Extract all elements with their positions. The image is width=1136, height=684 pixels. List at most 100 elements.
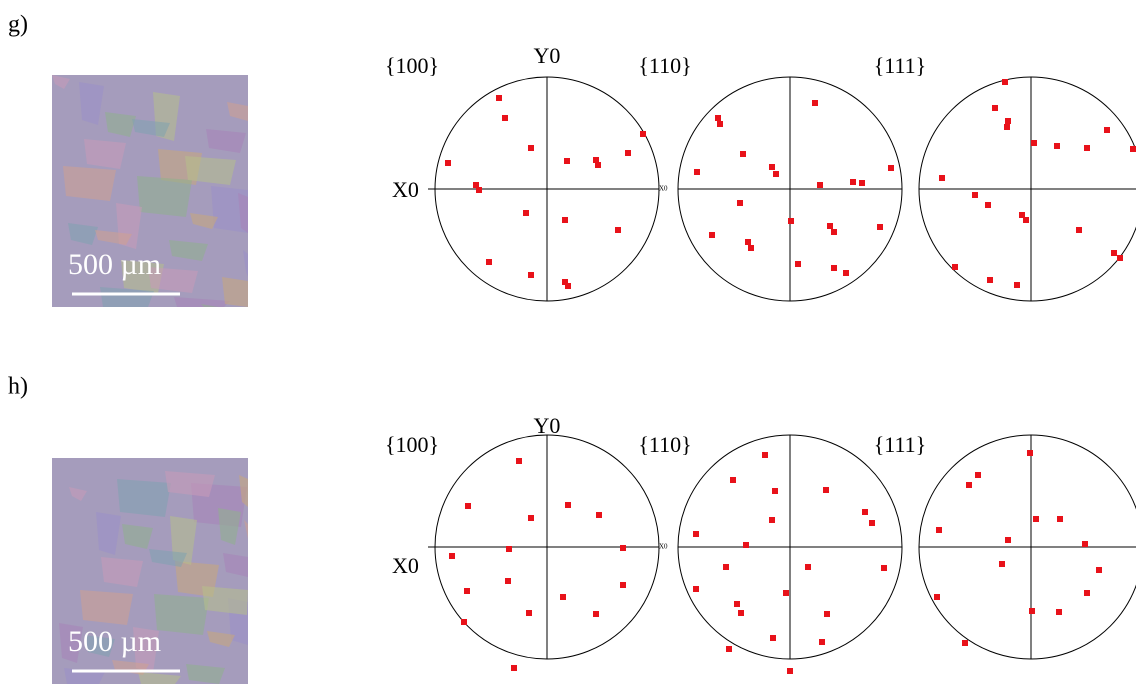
pole-point — [827, 223, 833, 229]
pole-point — [770, 635, 776, 641]
pole-point — [745, 239, 751, 245]
pole-point — [975, 472, 981, 478]
grain — [185, 156, 236, 185]
pole-point — [1023, 217, 1029, 223]
pole-point — [694, 169, 700, 175]
pole-point — [869, 520, 875, 526]
pole-point — [595, 162, 601, 168]
pole-point — [562, 279, 568, 285]
grain — [206, 129, 246, 153]
pole-point — [888, 165, 894, 171]
grain — [69, 487, 87, 501]
grain — [84, 139, 126, 169]
pole-title: {100} — [385, 53, 439, 78]
pole-point — [769, 517, 775, 523]
grain — [207, 631, 235, 647]
grain — [165, 471, 215, 497]
axis-y-label: Y0 — [534, 413, 561, 438]
pole-point — [773, 171, 779, 177]
grain — [190, 213, 218, 229]
pole-point — [1057, 516, 1063, 522]
grain — [63, 166, 116, 201]
pole-title: {100} — [385, 432, 439, 457]
pole-point — [562, 217, 568, 223]
pole-point — [464, 588, 470, 594]
pole-point — [817, 182, 823, 188]
pole-point — [528, 272, 534, 278]
grain — [174, 297, 230, 307]
pole-point — [1033, 516, 1039, 522]
pole-point — [640, 131, 646, 137]
pole-point — [449, 553, 455, 559]
grain — [122, 524, 153, 549]
pole-point — [465, 503, 471, 509]
pole-point — [1054, 143, 1060, 149]
pole-point — [738, 610, 744, 616]
pole-point — [1117, 255, 1123, 261]
pole-point — [1111, 250, 1117, 256]
pole-point — [850, 179, 856, 185]
pole-point — [795, 261, 801, 267]
pole-point — [715, 115, 721, 121]
pole-point — [805, 564, 811, 570]
scale-bar-label: 500 µm — [68, 248, 161, 281]
pole-figure — [434, 76, 660, 302]
pole-point — [987, 277, 993, 283]
pole-point — [934, 594, 940, 600]
pole-point — [1082, 541, 1088, 547]
pole-point — [693, 531, 699, 537]
grain — [243, 250, 248, 277]
grain — [133, 627, 159, 673]
pole-point — [709, 232, 715, 238]
pole-point — [824, 611, 830, 617]
pole-point — [1019, 212, 1025, 218]
pole-point — [445, 160, 451, 166]
pole-point — [985, 202, 991, 208]
grain — [138, 672, 181, 684]
pole-point — [726, 646, 732, 652]
pole-point — [620, 545, 626, 551]
grain — [227, 102, 248, 121]
pole-point — [596, 512, 602, 518]
grain — [52, 75, 70, 89]
pole-point — [762, 452, 768, 458]
axis-x-small-label: X0 — [659, 543, 668, 551]
grain — [169, 240, 208, 261]
pole-point — [528, 145, 534, 151]
grain — [202, 586, 248, 615]
grain — [186, 664, 225, 684]
pole-point — [565, 502, 571, 508]
pole-title: {110} — [638, 53, 691, 78]
pole-point — [743, 542, 749, 548]
pole-point — [787, 668, 793, 674]
pole-point — [748, 245, 754, 251]
grain — [85, 635, 115, 657]
pole-point — [486, 259, 492, 265]
pole-point — [783, 590, 789, 596]
pole-point — [506, 546, 512, 552]
axis-x-label: X0 — [392, 177, 419, 202]
pole-point — [843, 270, 849, 276]
grain — [148, 267, 198, 293]
pole-point — [1005, 537, 1011, 543]
grain — [95, 230, 132, 245]
panel-label: g) — [8, 12, 28, 38]
pole-point — [966, 482, 972, 488]
pole-point — [769, 164, 775, 170]
grain — [105, 112, 136, 137]
grain — [132, 119, 170, 137]
pole-point — [505, 578, 511, 584]
pole-point — [1084, 145, 1090, 151]
pole-point — [1029, 608, 1035, 614]
pole-point — [772, 488, 778, 494]
pole-point — [625, 150, 631, 156]
pole-point — [523, 210, 529, 216]
grain — [222, 277, 248, 307]
pole-point — [812, 100, 818, 106]
pole-point — [620, 582, 626, 588]
pole-figure — [677, 76, 903, 302]
pole-point — [593, 611, 599, 617]
grain — [79, 82, 104, 125]
pole-point — [936, 527, 942, 533]
pole-point — [593, 157, 599, 163]
